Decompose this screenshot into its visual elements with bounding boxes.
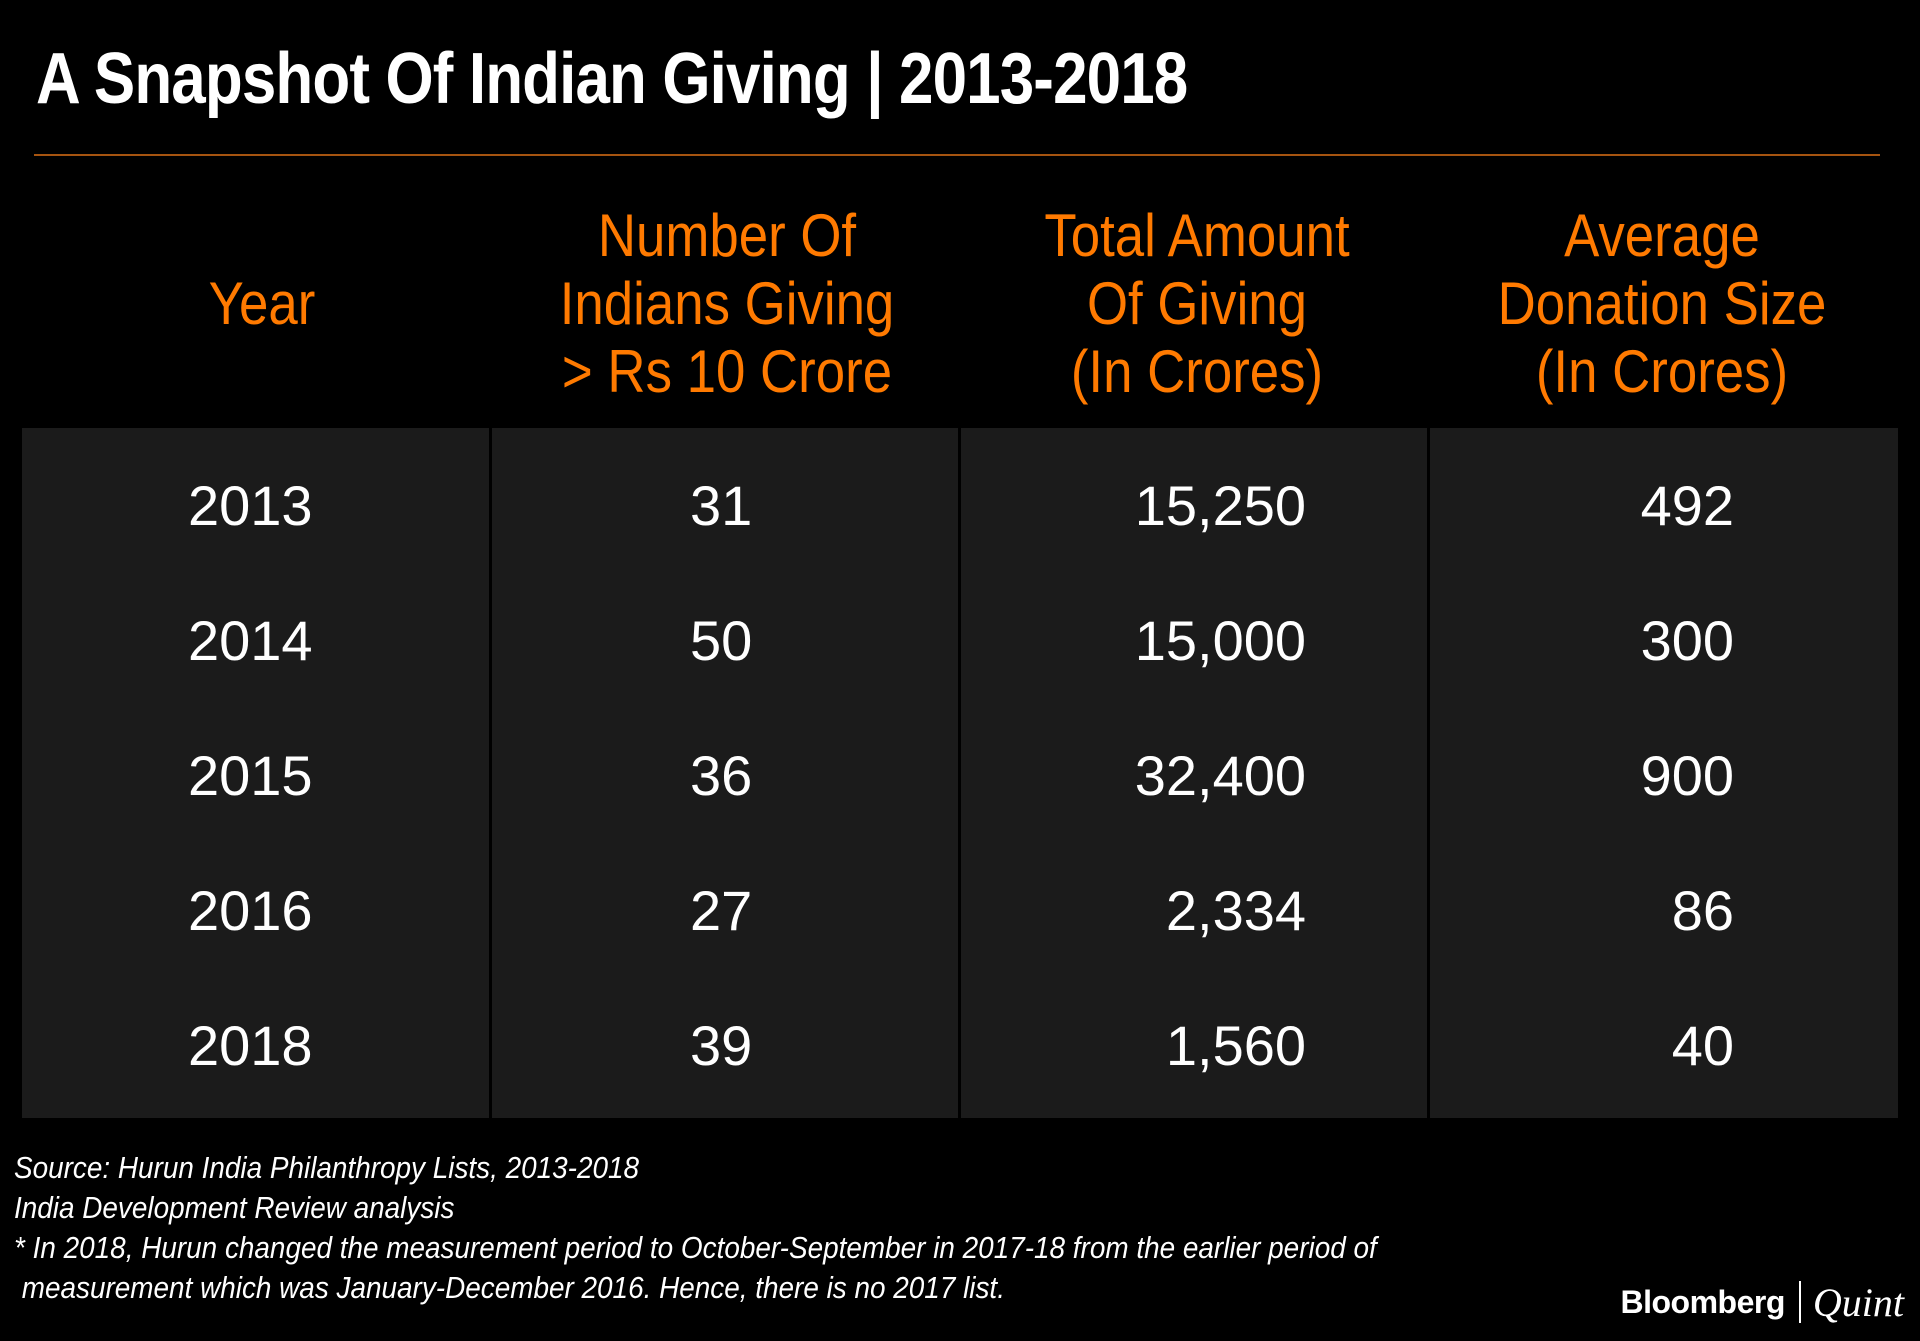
footer-note-line-2: measurement which was January-December 2… [14, 1270, 1005, 1305]
brand-separator [1798, 1281, 1801, 1323]
column-header-line: Donation Size [1497, 270, 1827, 337]
brand-bloomberg: Bloomberg [1620, 1283, 1785, 1320]
column-header-1: Number Of Indians Giving > Rs 10 Crore [533, 180, 920, 428]
chart-title: A Snapshot Of Indian Giving | 2013-2018 [36, 39, 1188, 119]
column-divider [489, 428, 492, 1118]
column-header-2: Total Amount Of Giving (In Crores) [999, 180, 1395, 428]
table-cell: 900 [1640, 744, 1734, 807]
column-divider [958, 428, 961, 1118]
table-cell: 39 [690, 1014, 753, 1077]
brand-quint: Quint [1812, 1279, 1904, 1325]
table-cell: 2013 [188, 474, 313, 537]
title-rule [34, 154, 1880, 156]
footer-note-line-1: * In 2018, Hurun changed the measurement… [14, 1230, 1377, 1265]
column-header-line: (In Crores) [1535, 338, 1789, 405]
footer-source: Source: Hurun India Philanthropy Lists, … [14, 1150, 640, 1185]
table-cell: 50 [690, 609, 753, 672]
column-header-line: Number Of [597, 202, 857, 269]
table-cell: 36 [690, 744, 753, 807]
column-header-line: Year [208, 270, 316, 337]
footer-analysis: India Development Review analysis [14, 1190, 455, 1225]
table-cell: 32,400 [1134, 744, 1306, 807]
table-cell: 2016 [188, 879, 313, 942]
table-cell: 300 [1640, 609, 1734, 672]
column-header-line: Of Giving [1086, 270, 1308, 337]
table-cell: 2015 [188, 744, 313, 807]
table-cell: 86 [1671, 879, 1734, 942]
column-header-line: Average [1564, 202, 1760, 269]
table-header-row: Year Number Of Indians Giving > Rs 10 Crore… [22, 180, 1898, 428]
footer: Source: Hurun India Philanthropy Lists, … [14, 1148, 1377, 1308]
table-cell: 15,000 [1134, 609, 1306, 672]
brand-logo: Bloomberg Quint [1620, 1279, 1904, 1325]
column-header-0: Year [77, 180, 447, 428]
column-header-line: Indians Giving [559, 270, 895, 337]
table-cell: 27 [690, 879, 753, 942]
column-header-3: Average Donation Size (In Crores) [1460, 180, 1865, 428]
table-cell: 31 [690, 474, 753, 537]
column-header-line: > Rs 10 Crore [561, 338, 893, 405]
table-cell: 2018 [188, 1014, 313, 1077]
column-header-line: Total Amount [1044, 202, 1350, 269]
table-cell: 15,250 [1134, 474, 1306, 537]
table-cell: 2,334 [1165, 879, 1306, 942]
table-cell: 40 [1671, 1014, 1734, 1077]
table-cell: 492 [1640, 474, 1734, 537]
table-body: 2013 31 15,250 492 2014 50 15,000 300 2015 36 32,4… [22, 428, 1898, 1118]
table-cell: 2014 [188, 609, 313, 672]
table-cell: 1,560 [1165, 1014, 1306, 1077]
column-divider [1427, 428, 1430, 1118]
column-header-line: (In Crores) [1070, 338, 1324, 405]
